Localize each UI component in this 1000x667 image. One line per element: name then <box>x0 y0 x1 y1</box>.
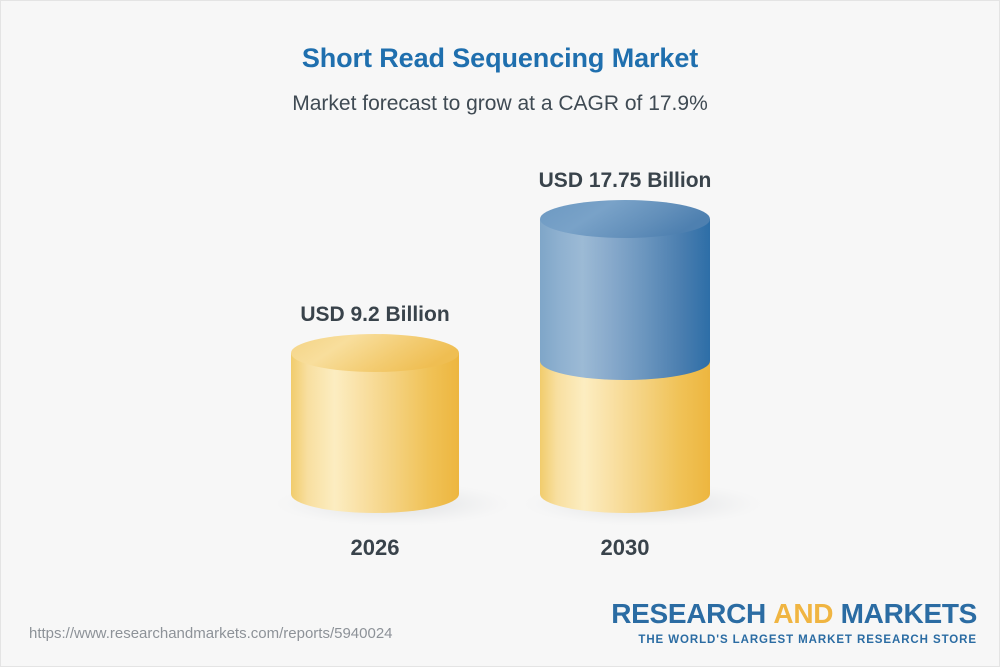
bar-2026-top-cap <box>291 334 459 372</box>
category-label-2030: 2030 <box>600 535 650 560</box>
report-url-link[interactable]: https://www.researchandmarkets.com/repor… <box>29 625 393 642</box>
bar-2026[interactable] <box>275 334 511 526</box>
brand-logo-tagline: THE WORLD'S LARGEST MARKET RESEARCH STOR… <box>638 634 977 646</box>
bar-2030[interactable] <box>523 200 763 526</box>
bar-2026-body <box>291 353 459 513</box>
page-title: Short Read Sequencing Market <box>301 43 699 73</box>
category-label-2026: 2026 <box>350 535 400 560</box>
brand-logo-word-markets: MARKETS <box>840 598 978 629</box>
brand-logo-word-and: AND <box>773 598 834 629</box>
bar-value-label-2026: USD 9.2 Billion <box>300 303 450 326</box>
brand-logo[interactable]: RESEARCH AND MARKETS THE WORLD'S LARGEST… <box>611 599 977 648</box>
bar-2030-blue-segment <box>540 219 710 380</box>
page-subtitle: Market forecast to grow at a CAGR of 17.… <box>292 92 708 115</box>
bar-2030-top-cap <box>540 200 710 238</box>
bar-2030-gold-segment <box>540 361 710 513</box>
bar-value-label-2030: USD 17.75 Billion <box>538 169 712 192</box>
brand-logo-word-research: RESEARCH <box>611 598 766 629</box>
brand-logo-wordmark: RESEARCH AND MARKETS <box>611 599 977 629</box>
